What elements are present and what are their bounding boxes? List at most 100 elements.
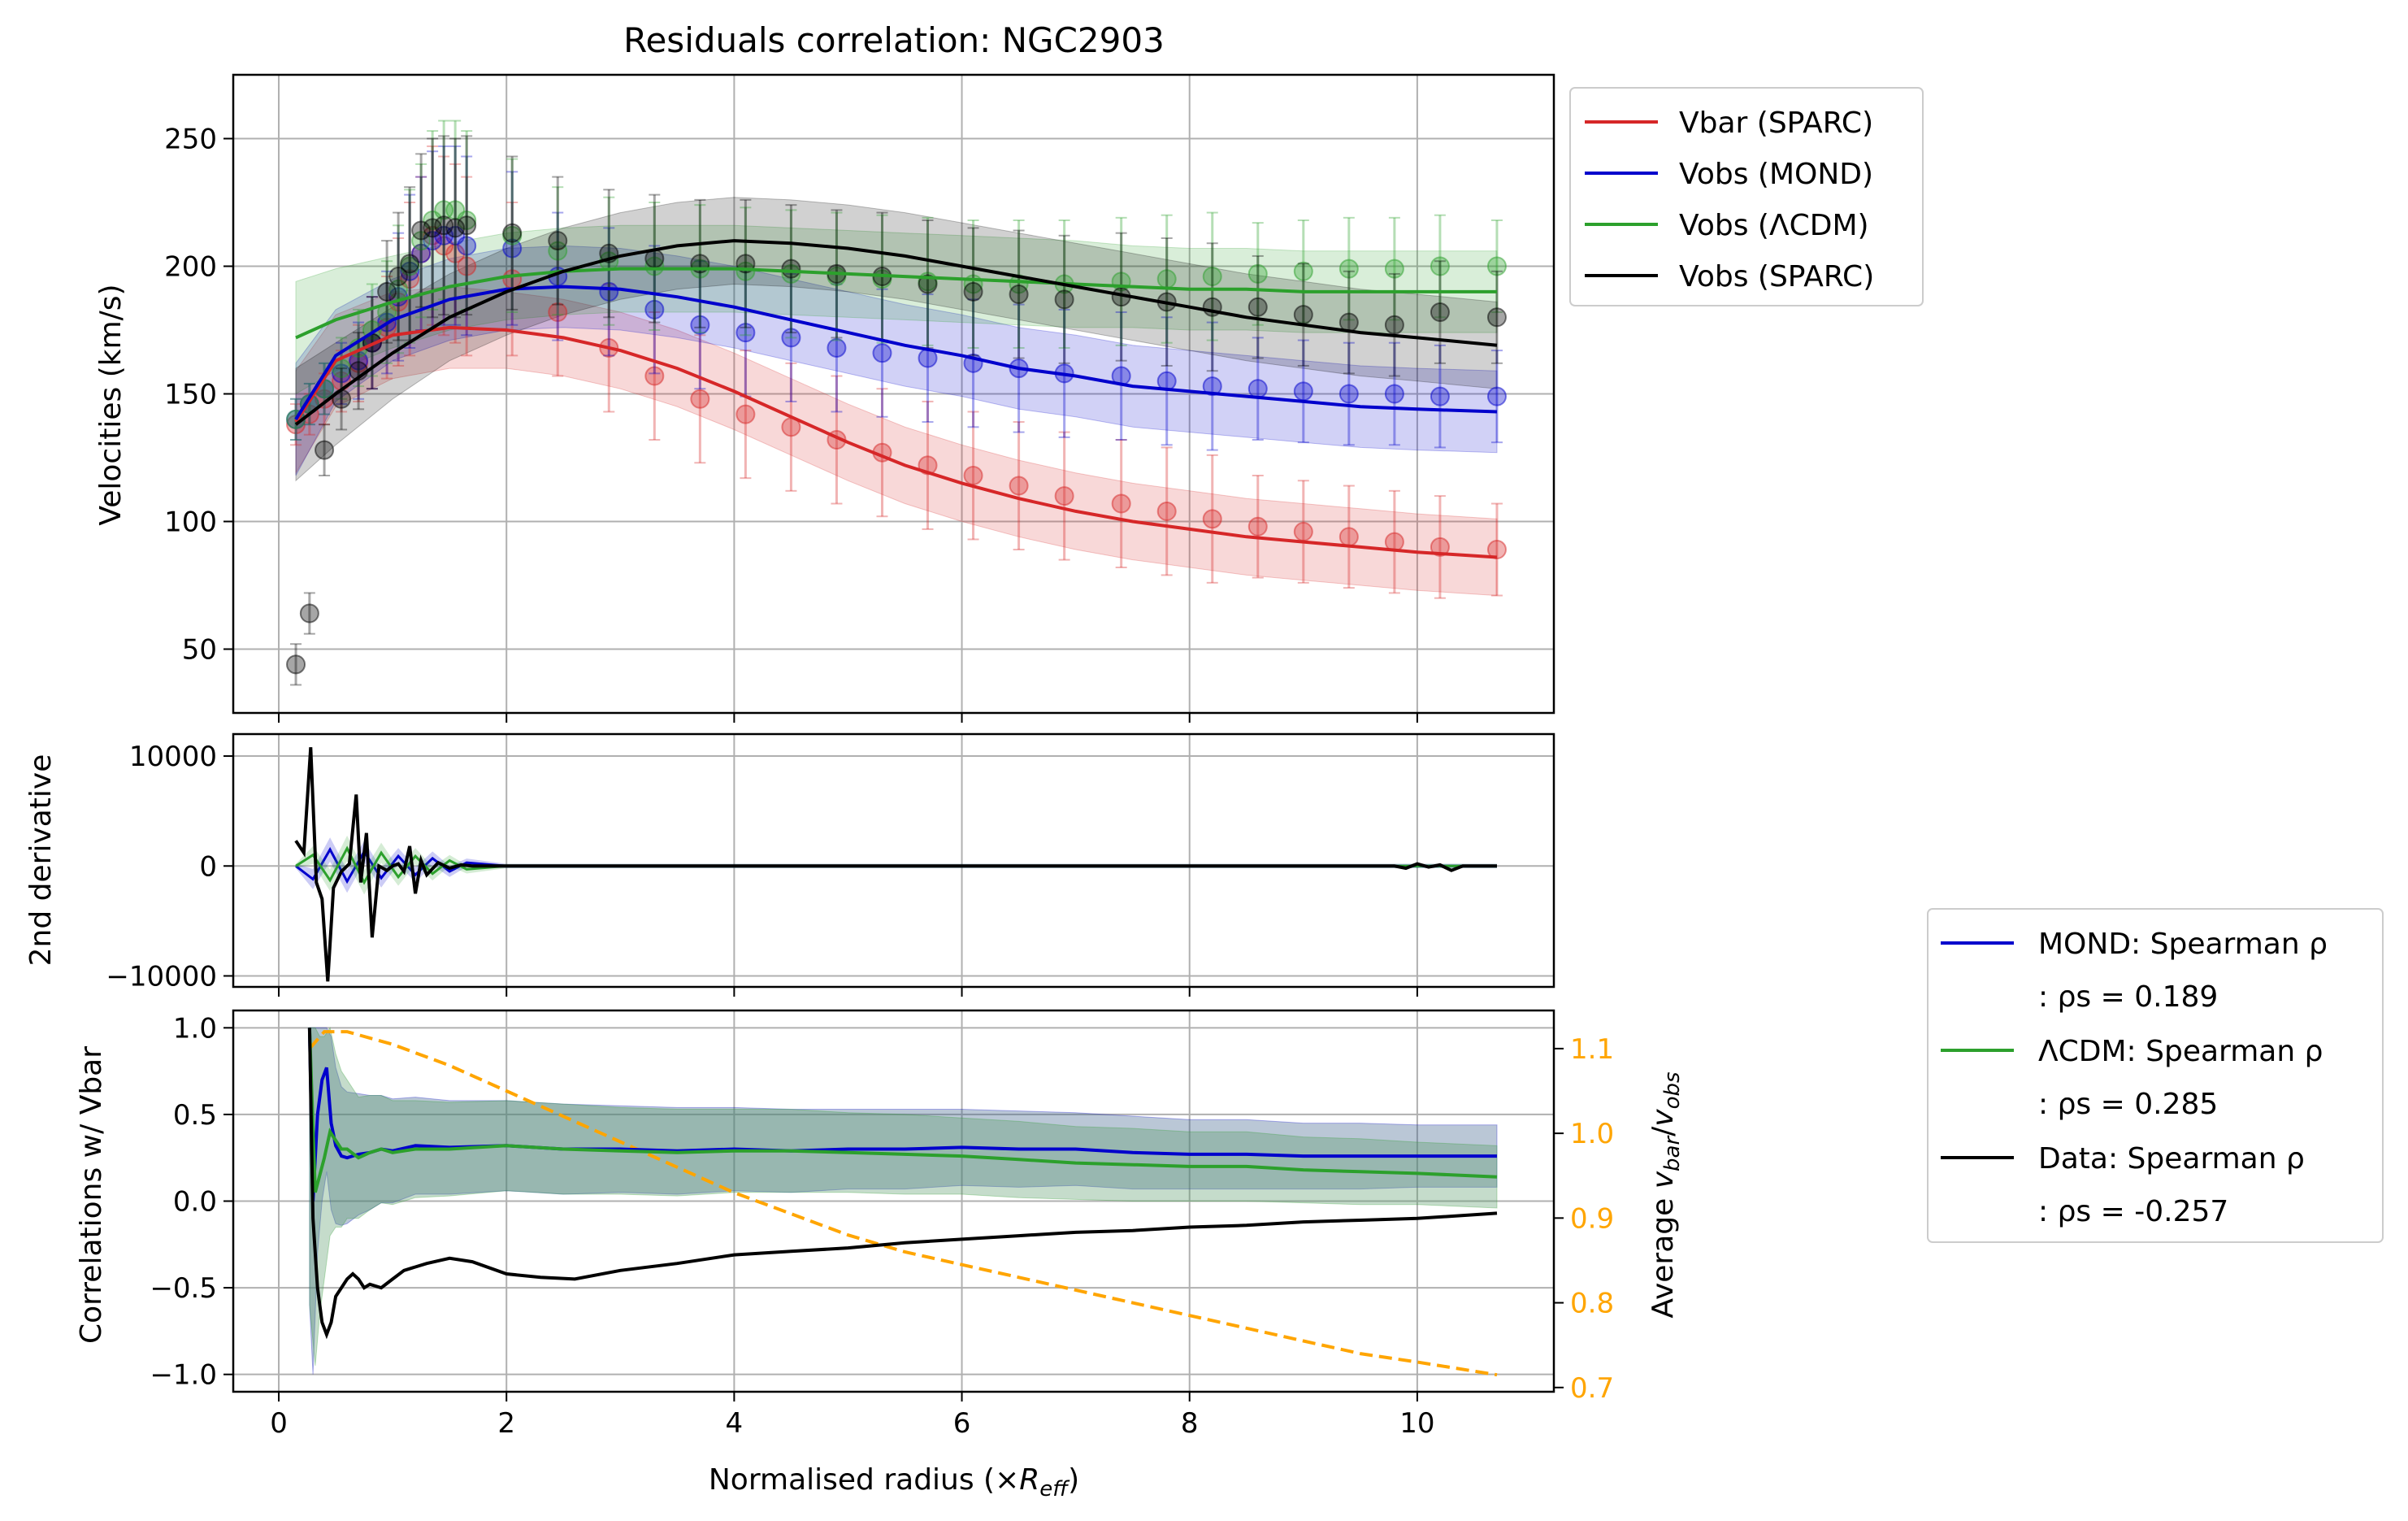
data-point-vmond [781, 328, 801, 348]
velocities-ytick-label: 250 [164, 124, 217, 156]
derivative-data-line [294, 747, 1497, 982]
data-point-vsparc [548, 231, 568, 251]
data-point-vsparc [1486, 307, 1507, 328]
data-point-vbar [963, 465, 983, 485]
x-tick-label: 10 [1399, 1407, 1434, 1440]
velocity-line [294, 325, 1498, 559]
data-point-vsparc [1430, 302, 1450, 323]
data-point-vsparc [1009, 285, 1029, 305]
data-point-vbar [1156, 501, 1177, 521]
data-point-vmond [1293, 381, 1313, 402]
legend-label: ΛCDM: Spearman ρ [2038, 1035, 2323, 1068]
velocity-line [294, 239, 1498, 426]
data-point-vbar [1339, 527, 1359, 547]
x-tick-label: 2 [497, 1407, 515, 1440]
data-point-vmond [400, 261, 420, 281]
x-tick-label: 0 [270, 1407, 288, 1440]
legend-label: Vobs (MOND) [1679, 158, 1873, 191]
correlations-y-label: Correlations w/ Vbar [75, 1046, 108, 1344]
data-point-vbar [644, 366, 665, 386]
data-point-vsparc [377, 281, 397, 302]
data-point-vsparc [315, 440, 335, 460]
velocity-band [295, 197, 1498, 482]
velocities-panel: 50 100 150 200 250 [164, 73, 1555, 723]
data-point-vlcdm [1384, 259, 1404, 279]
x-tick-label: 6 [953, 1407, 971, 1440]
correlations-ytick-label: −0.5 [150, 1272, 217, 1305]
data-point-vlcdm [411, 231, 432, 251]
data-point-vbar [1430, 537, 1450, 557]
legend-label: MOND: Spearman ρ [2038, 928, 2328, 961]
data-point-vsparc [445, 218, 466, 238]
x-tick-label: 4 [726, 1407, 744, 1440]
legend-label: Data: Spearman ρ [2038, 1142, 2305, 1176]
correlation-band [309, 1027, 1498, 1367]
data-point-vsparc [1247, 297, 1268, 317]
velocities-ytick-label: 150 [164, 379, 217, 411]
data-point-vmond [827, 337, 847, 358]
derivative-ytick-label: 0 [199, 850, 217, 883]
velocity-line [294, 285, 1498, 420]
correlations-ytick-label: 0.0 [173, 1186, 217, 1219]
correlations-ytick-label: 0.5 [173, 1099, 217, 1132]
data-point-vmond [1486, 386, 1507, 406]
data-point-vmond [735, 323, 756, 343]
data-point-vmond [1384, 384, 1404, 404]
legend-stat: : ρs = -0.257 [2038, 1195, 2228, 1228]
velocities-ytick-label: 100 [164, 506, 217, 539]
derivative-line [295, 846, 1497, 884]
velocity-band [295, 224, 1498, 395]
legend-stat: : ρs = 0.189 [2038, 980, 2218, 1014]
data-point-vmond [690, 315, 710, 335]
data-point-vsparc [388, 267, 409, 287]
correlations-ytick-label: −1.0 [150, 1359, 217, 1392]
data-point-vsparc [411, 220, 432, 241]
average-ratio-y2-label: Average vbar/vobs [1647, 1071, 1685, 1318]
second-derivative-y-label: 2nd derivative [24, 754, 58, 967]
data-point-vmond [1202, 376, 1222, 397]
data-point-vsparc [286, 654, 306, 675]
data-point-vbar [1486, 540, 1507, 560]
data-point-vlcdm [1339, 259, 1359, 279]
x-axis-label: Normalised radius (×Reff) [709, 1463, 1079, 1501]
data-point-vsparc [963, 281, 983, 302]
data-point-vbar [1009, 476, 1029, 496]
x-tick-label: 8 [1181, 1407, 1199, 1440]
data-point-vmond [644, 299, 665, 319]
data-point-vsparc [434, 215, 454, 236]
y2-tick-label: 1.0 [1570, 1118, 1614, 1150]
derivative-ytick-label: −10000 [106, 960, 217, 993]
data-point-vlcdm [781, 263, 801, 284]
data-point-vlcdm [1293, 261, 1313, 281]
data-point-vlcdm [735, 261, 756, 281]
velocities-ytick-label: 200 [164, 251, 217, 284]
data-point-vlcdm [1486, 256, 1507, 276]
data-point-vlcdm [644, 256, 665, 276]
data-point-vsparc [1384, 315, 1404, 335]
data-point-vbar [735, 404, 756, 424]
data-point-vlcdm [457, 210, 477, 230]
average-ratio-line [308, 1030, 1498, 1377]
correlations-ytick-label: 1.0 [173, 1012, 217, 1045]
data-point-vbar [690, 389, 710, 409]
data-point-vsparc [400, 254, 420, 274]
chart-title: Residuals correlation: NGC2903 [623, 20, 1165, 60]
legend-label: Vbar (SPARC) [1679, 106, 1873, 140]
data-point-vlcdm [1202, 267, 1222, 287]
data-point-vlcdm [1430, 256, 1450, 276]
data-point-vbar [1293, 522, 1313, 542]
data-point-vmond [872, 343, 892, 363]
data-point-vlcdm [548, 241, 568, 261]
legend-top-frame [1569, 87, 1924, 306]
y2-tick-label: 0.7 [1570, 1372, 1614, 1405]
data-point-vlcdm [1247, 263, 1268, 284]
correlation-band [309, 1027, 1498, 1375]
second-derivative-panel: 10000 0 −10000 [106, 732, 1555, 997]
correlation-line [307, 1028, 1498, 1340]
data-point-vmond [1430, 386, 1450, 406]
data-point-vbar [1202, 509, 1222, 529]
data-point-vsparc [1054, 289, 1074, 310]
legend-stat: : ρs = 0.285 [2038, 1088, 2218, 1121]
data-point-vmond [1247, 379, 1268, 399]
